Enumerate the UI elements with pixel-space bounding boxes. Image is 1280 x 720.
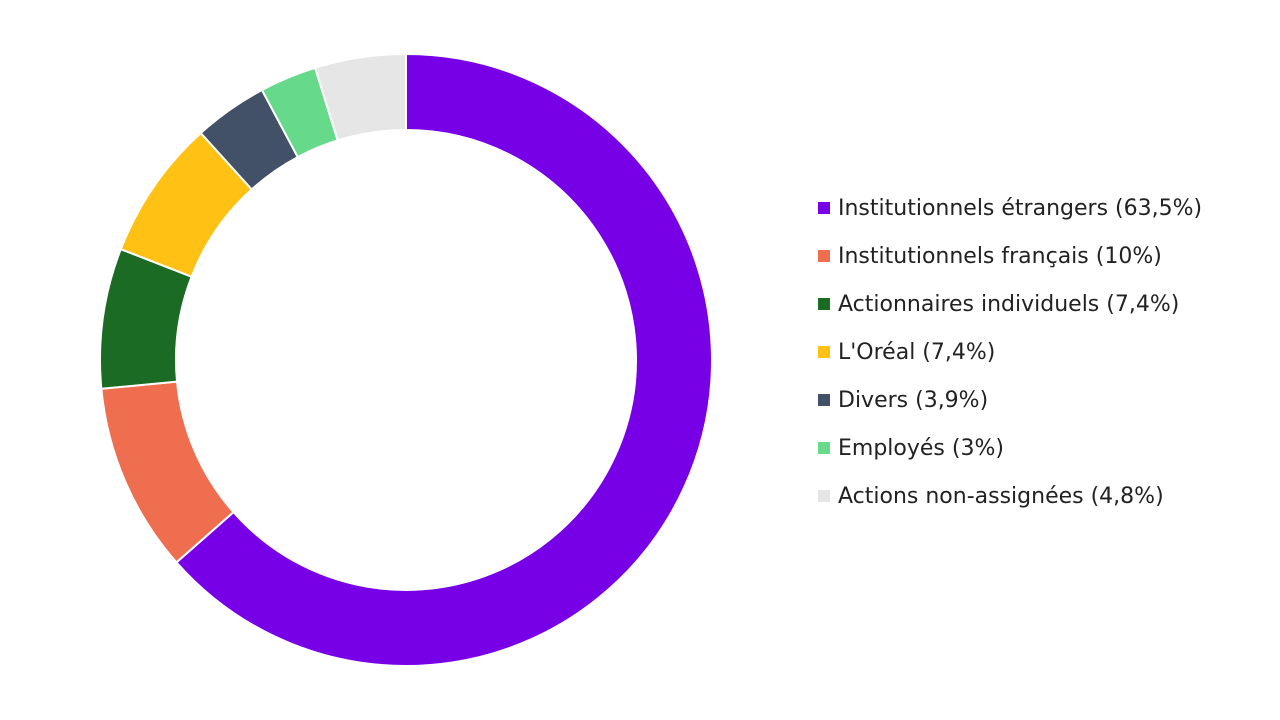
legend-item-0: Institutionnels étrangers (63,5%) (818, 184, 1202, 232)
legend-label: Institutionnels français (10%) (838, 243, 1162, 269)
legend-item-5: Employés (3%) (818, 424, 1202, 472)
legend-label: L'Oréal (7,4%) (838, 339, 996, 365)
legend-item-1: Institutionnels français (10%) (818, 232, 1202, 280)
legend-label: Employés (3%) (838, 435, 1004, 461)
legend-label: Actions non-assignées (4,8%) (838, 483, 1164, 509)
chart-legend: Institutionnels étrangers (63,5%) Institu… (818, 184, 1202, 520)
donut-slice-0 (175, 52, 713, 667)
legend-item-3: L'Oréal (7,4%) (818, 328, 1202, 376)
legend-label: Divers (3,9%) (838, 387, 989, 413)
legend-swatch (818, 250, 830, 262)
legend-item-2: Actionnaires individuels (7,4%) (818, 280, 1202, 328)
legend-swatch (818, 442, 830, 454)
donut-slice-6 (313, 52, 407, 142)
legend-label: Actionnaires individuels (7,4%) (838, 291, 1180, 317)
legend-swatch (818, 202, 830, 214)
legend-item-4: Divers (3,9%) (818, 376, 1202, 424)
legend-label: Institutionnels étrangers (63,5%) (838, 195, 1203, 221)
legend-swatch (818, 394, 830, 406)
legend-swatch (818, 298, 830, 310)
legend-swatch (818, 346, 830, 358)
legend-swatch (818, 490, 830, 502)
legend-item-6: Actions non-assignées (4,8%) (818, 472, 1202, 520)
